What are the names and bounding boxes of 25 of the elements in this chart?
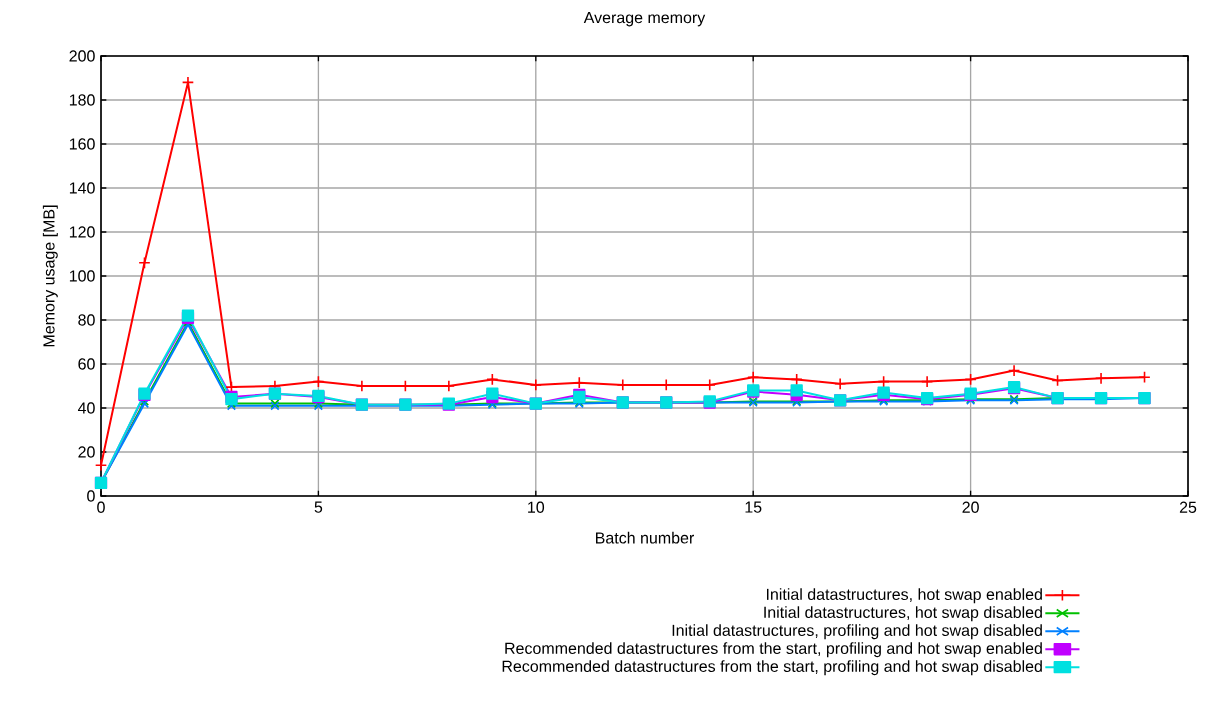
y-tick-label: 40 xyxy=(77,402,95,414)
y-axis-title: Memory usage [MB] xyxy=(42,205,58,347)
y-tick-label: 160 xyxy=(69,138,95,150)
y-tick-label: 120 xyxy=(69,226,95,238)
x-tick-label: 10 xyxy=(528,501,545,513)
chart-title: Average memory xyxy=(583,12,706,27)
x-axis-title: Batch number xyxy=(596,531,695,544)
legend-label: Initial datastructures, hot swap disabled xyxy=(764,606,1042,622)
x-tick-label: 5 xyxy=(314,501,323,513)
x-tick-label: 15 xyxy=(745,501,762,513)
y-tick-label: 100 xyxy=(69,270,95,282)
legend-label: Recommended datastructures from the start, profiling and hot swap disabled xyxy=(502,660,1042,676)
x-tick-label: 20 xyxy=(962,501,979,513)
x-tick-label: 0 xyxy=(97,501,105,513)
y-tick-label: 0 xyxy=(87,490,95,502)
y-tick-label: 80 xyxy=(78,314,95,326)
x-tick-label: 25 xyxy=(1179,501,1197,513)
legend-label: Initial datastructures, profiling and hot swap disabled xyxy=(672,624,1042,640)
y-tick-label: 60 xyxy=(78,358,95,370)
legend-label: Recommended datastructures from the start, profiling and hot swap enabled xyxy=(505,642,1042,658)
y-tick-label: 200 xyxy=(69,50,95,62)
y-tick-label: 180 xyxy=(69,94,95,106)
y-tick-label: 20 xyxy=(78,446,95,458)
y-tick-label: 140 xyxy=(69,182,95,194)
legend-label: Initial datastructures, hot swap enabled xyxy=(766,588,1042,604)
